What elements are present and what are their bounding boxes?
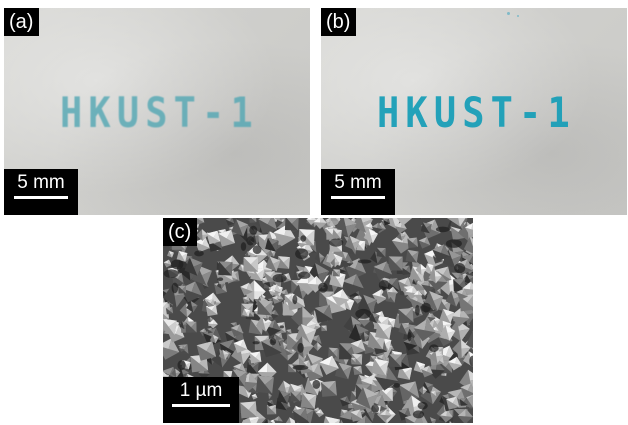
panel-b-scalebar-line (331, 196, 385, 199)
panel-a-label: (a) (4, 8, 40, 36)
panel-a-stamp-text: HKUST-1 (60, 88, 259, 137)
panel-b-scalebar-label: 5 mm (334, 172, 382, 193)
panel-a-scalebar-line (14, 196, 68, 199)
panel-c-sem-micrograph: (c) 1 µm (163, 218, 473, 423)
panel-c-label: (c) (163, 218, 198, 246)
panel-c-scalebar: 1 µm (163, 377, 239, 423)
panel-c-scalebar-label: 1 µm (179, 380, 223, 401)
panel-a-scalebar: 5 mm (4, 169, 78, 215)
panel-b-speck (507, 12, 510, 15)
panel-b-photo: (b) HKUST-1 5 mm (321, 8, 627, 215)
panel-b-scalebar: 5 mm (321, 169, 395, 215)
panel-a-photo: (a) HKUST-1 5 mm (4, 8, 310, 215)
panel-b-stamp-text: HKUST-1 (377, 88, 576, 137)
panel-b-label: (b) (321, 8, 357, 36)
panel-a-scalebar-label: 5 mm (17, 172, 65, 193)
panel-c-scalebar-line (172, 404, 230, 407)
panel-b-speck (517, 15, 519, 17)
